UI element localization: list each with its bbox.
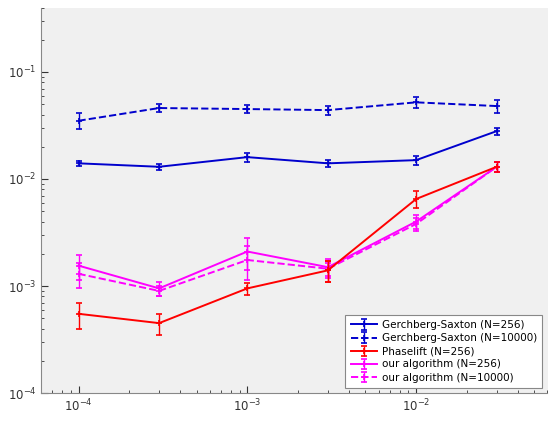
Legend: Gerchberg-Saxton (N=256), Gerchberg-Saxton (N=10000), Phaselift (N=256), our alg: Gerchberg-Saxton (N=256), Gerchberg-Saxt… [345,315,542,388]
